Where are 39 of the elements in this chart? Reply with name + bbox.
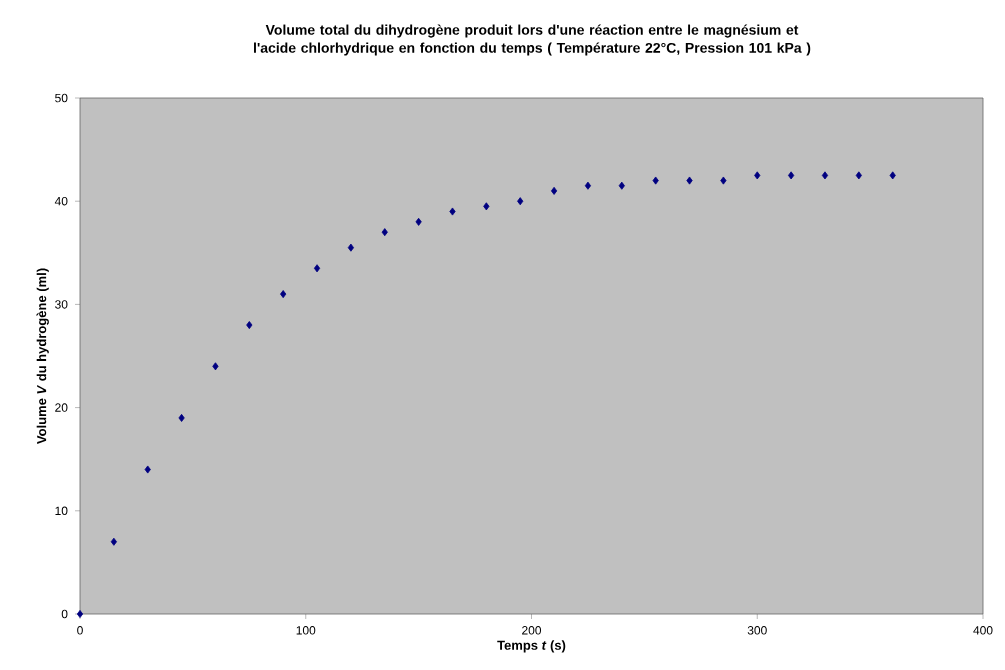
point xyxy=(347,243,355,252)
point xyxy=(652,176,659,185)
y-tick-label: 20 xyxy=(55,403,68,412)
x-tick-label: 100 xyxy=(296,626,316,635)
point xyxy=(889,171,896,180)
point xyxy=(144,465,151,474)
point xyxy=(246,321,253,330)
point xyxy=(821,171,829,180)
x-tick-label: 200 xyxy=(522,626,542,635)
x-tick-label: 0 xyxy=(77,626,83,635)
x-tick-label: 400 xyxy=(973,626,993,635)
point xyxy=(449,207,456,216)
y-tick-label: 40 xyxy=(54,196,68,206)
point xyxy=(550,186,558,195)
point xyxy=(686,176,693,185)
point xyxy=(212,362,219,371)
point xyxy=(280,290,287,299)
y-tick-label: 30 xyxy=(55,300,68,309)
point xyxy=(313,264,321,273)
point xyxy=(788,171,795,180)
point xyxy=(754,171,761,180)
point xyxy=(381,228,388,237)
point xyxy=(178,413,185,422)
chart-title: Volume total du dihydrogène produit lors d'une réaction entre le magnésium et l'acide chlorhydrique en fonction du temps ( Température 22°C, Pression 101 kPa ) xyxy=(254,24,811,56)
point xyxy=(618,181,625,190)
y-tick-label: 0 xyxy=(61,609,68,619)
point xyxy=(76,610,84,618)
point xyxy=(517,197,524,206)
point xyxy=(415,217,422,226)
point xyxy=(483,202,490,211)
x-tick-label: 300 xyxy=(747,626,767,635)
point xyxy=(855,171,862,180)
point xyxy=(584,181,592,190)
x-axis-title: Temps t (s) xyxy=(497,640,566,653)
y-tick-label: 10 xyxy=(55,506,68,516)
point xyxy=(720,176,727,185)
point xyxy=(110,537,117,546)
y-tick-label: 50 xyxy=(55,93,68,103)
y-axis-title: Volume V du hydrogène (ml) xyxy=(36,268,49,444)
